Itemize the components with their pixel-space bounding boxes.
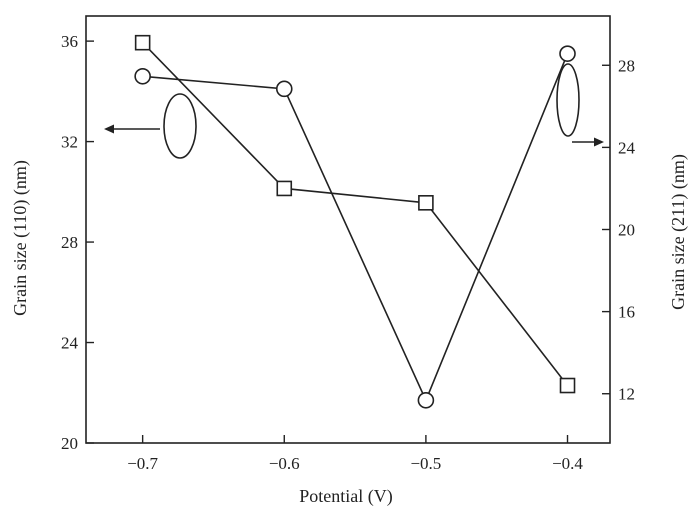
y-left-tick-label: 28 xyxy=(61,233,78,252)
series-2-line xyxy=(142,42,569,387)
x-tick-label: −0.5 xyxy=(410,454,441,473)
y-right-tick-label: 28 xyxy=(618,56,635,75)
y-left-tick-label: 24 xyxy=(61,334,79,353)
x-tick-label: −0.6 xyxy=(269,454,300,473)
axis-indicators xyxy=(104,63,604,159)
y-left-tick-label: 20 xyxy=(61,434,78,453)
series-2-square-marker xyxy=(559,377,576,394)
series-1-circle-marker xyxy=(559,45,576,62)
series-2-square-marker xyxy=(134,34,151,51)
right-series-indicator-ellipse xyxy=(556,63,580,137)
series-1-line xyxy=(142,53,569,403)
y-right-tick-label: 12 xyxy=(618,385,635,404)
series-2-square-marker xyxy=(418,195,434,211)
x-axis-label: Potential (V) xyxy=(299,486,392,507)
y-right-tick-label: 16 xyxy=(618,303,635,322)
right-axis-arrowhead xyxy=(594,137,604,147)
y-axis-left-label: Grain size (110) (nm) xyxy=(10,160,31,316)
ticks: −0.7 −0.6 −0.5 −0.4 20 24 28 32 36 12 16 20 24 28 xyxy=(61,32,636,473)
series xyxy=(134,34,576,409)
series-1-circle-marker xyxy=(134,67,151,85)
x-tick-label: −0.4 xyxy=(552,454,583,473)
left-series-indicator-ellipse xyxy=(163,93,197,159)
y-left-tick-label: 32 xyxy=(61,133,78,152)
series-1-circle-marker xyxy=(275,80,293,98)
series-2-square-marker xyxy=(276,180,293,197)
series-1-circle-marker xyxy=(417,391,435,409)
y-right-tick-label: 24 xyxy=(618,138,636,157)
x-tick-label: −0.7 xyxy=(127,454,158,473)
y-axis-right-label: Grain size (211) (nm) xyxy=(668,154,689,310)
left-axis-arrowhead xyxy=(104,124,114,134)
y-left-tick-label: 36 xyxy=(61,32,78,51)
y-right-tick-label: 20 xyxy=(618,221,635,240)
